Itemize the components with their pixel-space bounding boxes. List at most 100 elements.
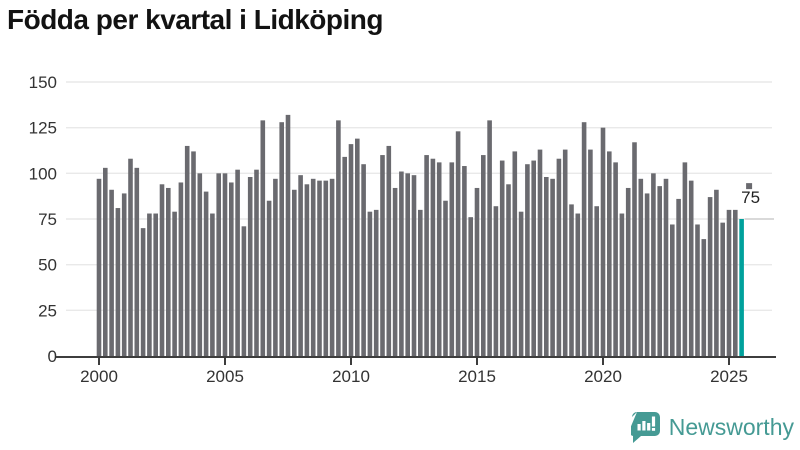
bar xyxy=(197,173,203,356)
bar xyxy=(714,189,719,356)
bar xyxy=(342,156,347,356)
bar xyxy=(682,162,688,356)
bar xyxy=(506,184,511,356)
bar xyxy=(518,211,524,356)
bar xyxy=(455,131,461,356)
bar xyxy=(128,158,133,356)
bar xyxy=(733,209,738,356)
bar xyxy=(688,180,694,356)
x-tick-label: 2010 xyxy=(332,367,370,386)
bar xyxy=(367,211,373,356)
bar xyxy=(153,213,158,356)
bar xyxy=(121,193,127,356)
bar xyxy=(676,198,681,356)
bar xyxy=(304,184,310,356)
bar xyxy=(254,169,259,356)
bar xyxy=(323,180,329,356)
bar xyxy=(418,209,423,356)
bar xyxy=(166,187,171,356)
bar xyxy=(594,206,599,356)
y-tick-label: 150 xyxy=(29,73,57,92)
bar xyxy=(191,151,196,356)
bar xyxy=(298,175,303,356)
bar xyxy=(134,167,140,356)
bar xyxy=(147,213,152,356)
bar xyxy=(103,167,108,356)
bar xyxy=(96,178,102,356)
bar xyxy=(588,149,593,356)
bar xyxy=(266,200,272,356)
bar xyxy=(273,178,278,356)
bar xyxy=(537,149,543,356)
bar xyxy=(481,155,486,356)
bar xyxy=(210,213,215,356)
bar xyxy=(443,200,448,356)
bar xyxy=(405,173,410,356)
bar xyxy=(632,142,637,356)
bar xyxy=(348,144,354,356)
bar xyxy=(329,178,335,356)
bar xyxy=(512,151,518,356)
bar xyxy=(203,191,209,356)
bar xyxy=(285,114,291,356)
bar xyxy=(531,160,536,356)
bar xyxy=(386,145,392,356)
x-tick-label: 2020 xyxy=(584,367,622,386)
bar xyxy=(216,173,221,356)
bar xyxy=(115,208,121,356)
bar xyxy=(109,189,114,356)
bar xyxy=(449,162,455,356)
bar xyxy=(625,187,631,356)
bar xyxy=(474,187,480,356)
bar xyxy=(392,187,398,356)
x-tick-label: 2025 xyxy=(710,367,748,386)
bar xyxy=(720,222,725,356)
bar xyxy=(663,178,669,356)
bar xyxy=(361,164,366,356)
bar xyxy=(178,182,184,356)
y-tick-label: 0 xyxy=(48,347,57,366)
bar xyxy=(670,224,675,356)
bar xyxy=(247,176,253,356)
bar xyxy=(140,228,146,356)
bar xyxy=(581,122,587,356)
bar xyxy=(159,184,165,356)
bar xyxy=(556,158,562,356)
chart-title: Födda per kvartal i Lidköping xyxy=(7,4,384,35)
bar xyxy=(544,176,549,356)
bar xyxy=(462,166,467,356)
bar xyxy=(550,178,555,356)
bar xyxy=(336,120,341,356)
bar xyxy=(493,206,499,356)
bar xyxy=(229,182,234,356)
bar xyxy=(310,178,316,356)
bar xyxy=(317,180,322,356)
bar xyxy=(569,204,574,356)
bar xyxy=(575,213,581,356)
bar xyxy=(726,209,732,356)
bar xyxy=(562,149,568,356)
y-tick-label: 75 xyxy=(38,210,57,229)
bar xyxy=(399,171,404,356)
bar xyxy=(607,151,612,356)
bar xyxy=(436,162,442,356)
bar xyxy=(430,158,436,356)
prev-year-marker xyxy=(746,183,753,190)
newsworthy-logo-icon xyxy=(630,412,660,443)
bar xyxy=(235,169,240,356)
highlight-bar xyxy=(739,219,744,356)
y-tick-label: 50 xyxy=(38,256,57,275)
bar xyxy=(600,127,606,356)
bar xyxy=(380,155,385,356)
highlight-value-label: 75 xyxy=(741,188,760,207)
bar xyxy=(657,186,662,356)
bar xyxy=(651,173,656,356)
y-tick-label: 25 xyxy=(38,301,57,320)
bar xyxy=(279,122,284,356)
brand-name: Newsworthy xyxy=(668,414,794,440)
bar xyxy=(373,209,379,356)
bar xyxy=(355,138,360,356)
bar xyxy=(499,160,505,356)
brand-footer: Newsworthy xyxy=(630,411,794,444)
